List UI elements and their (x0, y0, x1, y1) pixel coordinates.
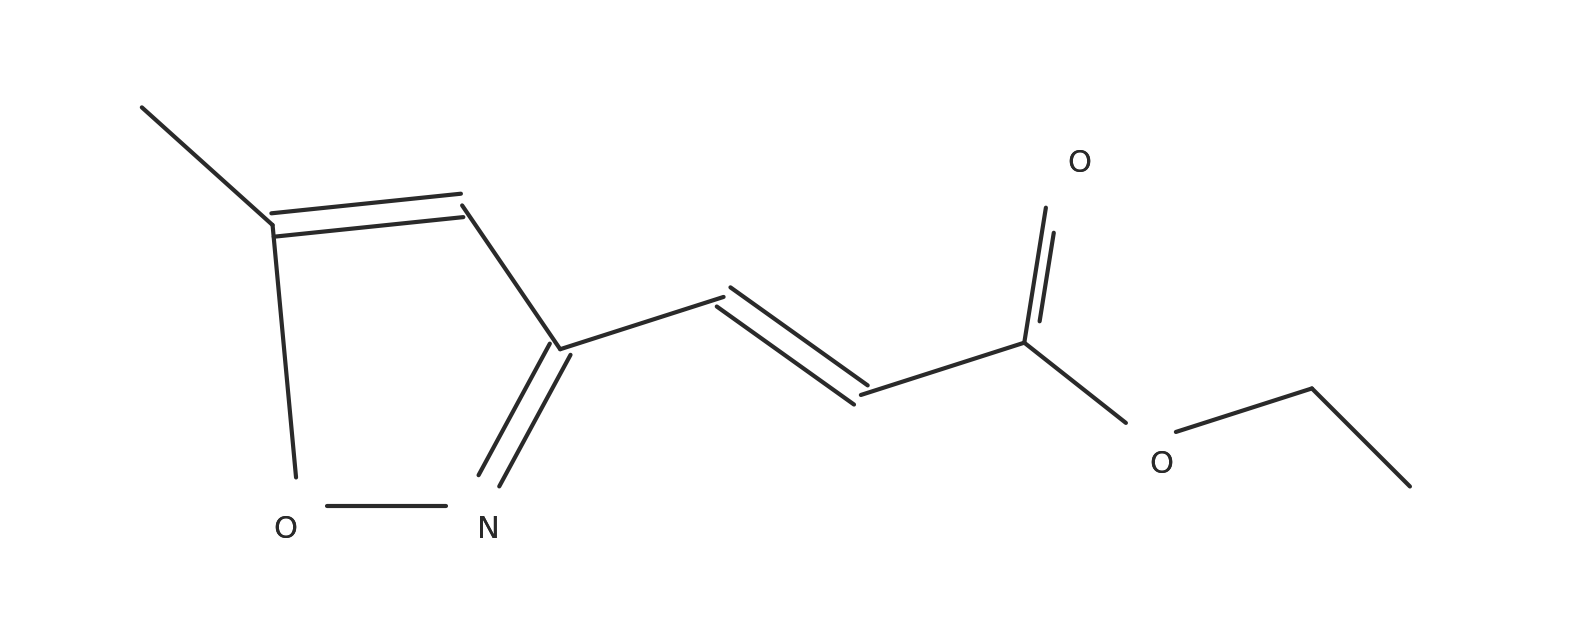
Circle shape (256, 501, 315, 559)
Text: O: O (274, 515, 298, 544)
Circle shape (460, 501, 517, 559)
Text: N: N (477, 515, 500, 544)
Text: N: N (477, 515, 500, 544)
Circle shape (1050, 135, 1107, 192)
Text: O: O (1150, 450, 1174, 479)
Text: O: O (1068, 149, 1091, 178)
Circle shape (1133, 435, 1190, 493)
Text: O: O (1068, 149, 1091, 178)
Text: O: O (274, 515, 298, 544)
Text: O: O (1150, 450, 1174, 479)
